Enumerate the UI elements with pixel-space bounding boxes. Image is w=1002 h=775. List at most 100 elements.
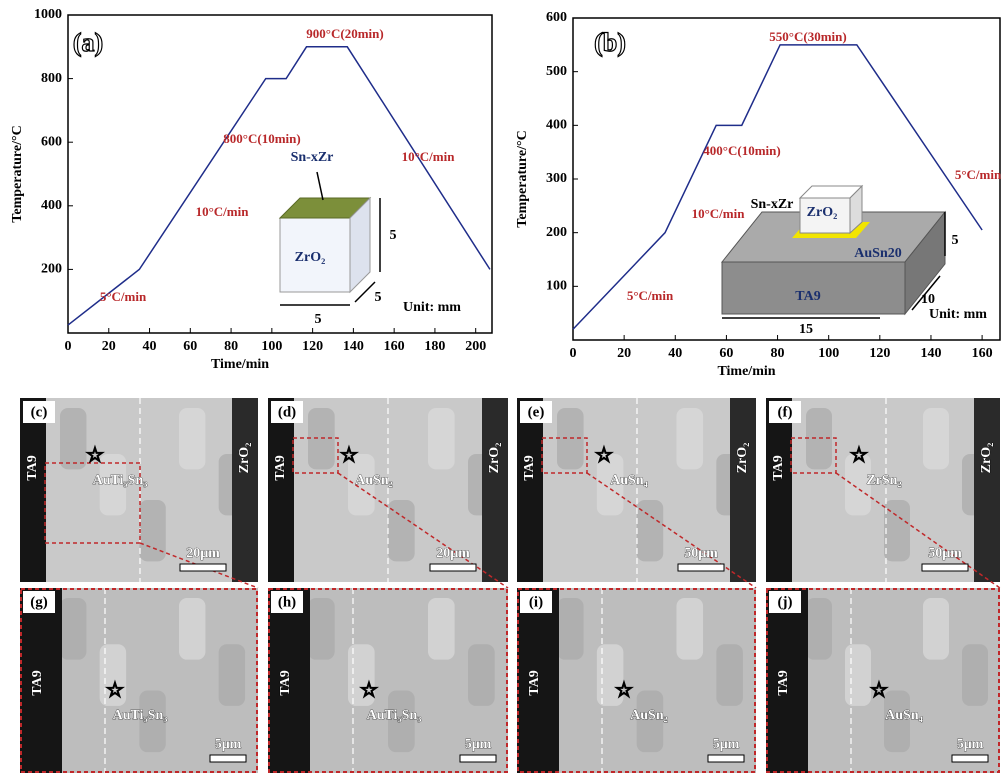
x-tick-label: 140 xyxy=(920,346,941,361)
scale-bar xyxy=(430,564,476,571)
grain xyxy=(806,598,832,660)
annotation: 800°C(10min) xyxy=(223,131,300,146)
substrate-label: TA9 xyxy=(30,670,45,695)
x-tick-label: 100 xyxy=(261,339,282,354)
substrate xyxy=(766,398,792,582)
annotation: 10°C/min xyxy=(692,206,746,221)
phase-label: AuTi₅Sn₃ xyxy=(113,708,168,723)
scale-label: 50μm xyxy=(684,546,718,561)
grain xyxy=(60,408,86,469)
inset-a xyxy=(280,172,380,305)
phase-label: AuSn₂ xyxy=(355,473,393,488)
y-tick-label: 600 xyxy=(546,10,567,25)
y-tick-label: 400 xyxy=(41,198,62,213)
panel-label: (f) xyxy=(778,404,793,420)
grain xyxy=(428,598,455,660)
panel-label: (i) xyxy=(529,594,543,610)
star: ☆ xyxy=(86,445,104,467)
star: ☆ xyxy=(850,445,868,467)
star: ☆ xyxy=(340,445,358,467)
grain xyxy=(677,408,704,469)
annotation: 5 xyxy=(952,233,959,248)
annotation: Unit: mm xyxy=(403,300,461,315)
y-tick-label: 200 xyxy=(41,262,62,277)
x-tick-label: 100 xyxy=(818,346,839,361)
substrate xyxy=(517,398,543,582)
panel-label: (c) xyxy=(31,404,48,420)
scale-label: 20μm xyxy=(436,546,470,561)
x-tick-label: 60 xyxy=(183,339,197,354)
annotation: 400°C(10min) xyxy=(703,143,780,158)
y-tick-label: 800 xyxy=(41,71,62,86)
x-tick-label: 140 xyxy=(343,339,364,354)
ceramic-label: ZrO₂ xyxy=(237,443,252,474)
annotation: 5 xyxy=(390,228,397,243)
substrate-label: TA9 xyxy=(25,455,40,480)
annotation: Unit: mm xyxy=(929,307,987,322)
x-tick-label: 40 xyxy=(143,339,157,354)
x-tick-label: 60 xyxy=(719,346,733,361)
micrograph: TA9(h)☆AuTi₅Sn₃5μm xyxy=(268,588,508,773)
grain xyxy=(139,500,165,561)
annotation: Sn-xZr xyxy=(751,197,794,212)
phase-label: AuTi₅Sn₃ xyxy=(367,708,422,723)
ceramic-label: ZrO₂ xyxy=(487,443,502,474)
annotation: 10°C/min xyxy=(402,149,456,164)
scale-bar xyxy=(952,755,988,762)
panel-label: (a) xyxy=(73,28,103,57)
substrate xyxy=(268,398,294,582)
x-tick-label: 20 xyxy=(617,346,631,361)
star: ☆ xyxy=(106,680,124,702)
phase-label: AuSn₄ xyxy=(885,708,923,723)
scale-label: 50μm xyxy=(928,546,962,561)
micrograph: ZrO₂TA9(f)☆ZrSn₂50μm xyxy=(766,398,1000,588)
figure: 0204060801001201401601802002004006008001… xyxy=(0,0,1002,775)
phase-label: AuTi₅Sn₃ xyxy=(93,473,148,488)
grain xyxy=(557,598,584,660)
annotation: AuSn20 xyxy=(854,246,901,261)
y-tick-label: 1000 xyxy=(34,7,62,22)
y-tick-label: 500 xyxy=(546,64,567,79)
annotation: 5°C/min xyxy=(627,288,674,303)
annotation: 10 xyxy=(921,292,935,307)
y-tick-label: 300 xyxy=(546,171,567,186)
panel-label: (j) xyxy=(778,594,793,610)
grain xyxy=(845,644,871,706)
grain xyxy=(308,598,335,660)
annotation: 550°C(30min) xyxy=(769,29,846,44)
x-tick-label: 80 xyxy=(771,346,785,361)
y-axis-label: Temperature/°C xyxy=(10,125,25,222)
scale-label: 5μm xyxy=(713,737,740,752)
scale-bar xyxy=(678,564,724,571)
annotation: 10°C/min xyxy=(196,204,250,219)
grain xyxy=(219,644,245,706)
x-tick-label: 0 xyxy=(65,339,72,354)
scale-bar xyxy=(460,755,496,762)
grain xyxy=(677,598,704,660)
x-tick-label: 160 xyxy=(972,346,993,361)
y-axis-label: Temperature/°C xyxy=(515,130,530,227)
star: ☆ xyxy=(360,680,378,702)
scale-label: 5μm xyxy=(465,737,492,752)
y-tick-label: 200 xyxy=(546,225,567,240)
annotation: 5°C/min xyxy=(955,167,1002,182)
substrate-label: TA9 xyxy=(776,670,791,695)
annotation: 15 xyxy=(799,322,813,337)
x-axis-label: Time/min xyxy=(717,364,775,379)
grain xyxy=(962,644,988,706)
scale-bar xyxy=(922,564,968,571)
y-tick-label: 400 xyxy=(546,118,567,133)
grain xyxy=(923,598,949,660)
grain xyxy=(716,644,743,706)
annotation: 5 xyxy=(315,312,322,327)
annotation: 5°C/min xyxy=(100,289,147,304)
annotation: 5 xyxy=(375,290,382,305)
grain xyxy=(468,644,495,706)
phase-label: ZrSn₂ xyxy=(866,473,901,488)
